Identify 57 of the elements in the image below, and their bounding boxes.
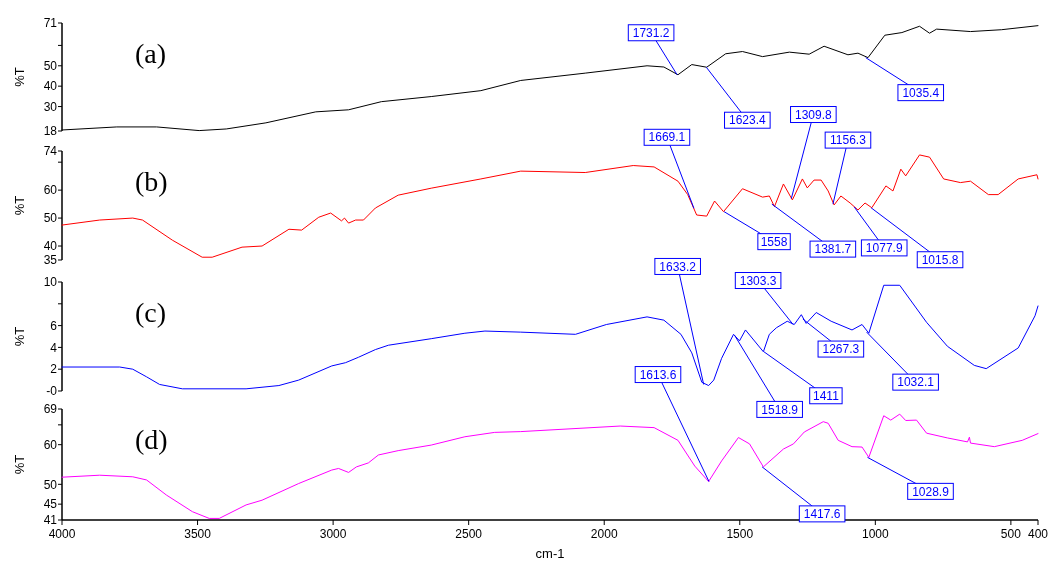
annotation: 1303.3 [739,273,777,288]
x-tick-label: 2000 [590,527,618,541]
x-tick-label: 400 [1027,527,1049,541]
annotation: (c) [135,297,167,328]
y-tick-label: 30 [43,99,58,114]
annotation: 1623.4 [728,113,766,128]
y-tick-label: 69 [43,402,58,417]
y-tick-label: 2 [50,362,58,377]
y-tick-label: 18 [43,124,58,139]
annotation: 1077.9 [865,241,903,256]
y-tick-label: 60 [43,183,58,198]
x-tick-label: 2500 [455,527,483,541]
annotation: 1309.8 [794,107,833,122]
y-tick-label: 35 [43,253,58,268]
y-axis-title: %T [12,326,27,347]
y-tick-label: 6 [50,318,58,333]
annotation: 1417.6 [803,507,841,522]
annotation: 1156.3 [830,133,867,148]
y-axis-title: %T [12,67,27,87]
y-tick-label: 4 [50,340,58,355]
annotation: 1518.9 [761,402,799,417]
annotation: (b) [135,166,168,197]
x-tick-label: 3000 [319,527,347,541]
y-tick-label: 41 [43,513,58,528]
y-tick-label: 71 [43,16,58,31]
annotation: 1267.3 [822,342,860,357]
y-tick-label: -0 [46,384,58,399]
y-tick-label: 50 [43,211,58,226]
annotation: 1558 [760,234,788,249]
y-tick-label: 74 [43,144,58,159]
annotation: 1669.1 [648,130,686,145]
y-tick-label: 40 [43,79,58,94]
x-tick-label: 1500 [726,527,754,541]
annotation: (d) [135,424,168,455]
y-axis-title: %T [12,195,27,216]
annotation: (a) [135,38,167,69]
annotation: 1015.8 [921,252,959,267]
y-tick-label: 10 [43,275,58,290]
annotation: 1381.7 [814,242,852,257]
y-axis-title: %T [12,454,27,475]
annotation: 1028.9 [912,484,950,499]
annotation: 1613.6 [639,367,677,382]
x-axis-title: cm-1 [535,546,565,561]
annotation: 1032.1 [897,375,935,390]
annotation: 1035.4 [902,85,940,100]
x-tick-label: 3500 [184,527,212,541]
x-tick-label: 4000 [48,527,76,541]
y-tick-label: 40 [43,239,58,254]
y-tick-label: 45 [43,497,58,512]
annotation: 1411 [813,388,840,403]
annotation: 1731.2 [632,25,670,40]
y-tick-label: 50 [43,477,58,492]
y-tick-label: 60 [43,437,58,452]
x-tick-label: 1000 [861,527,889,541]
x-tick-label: 500 [1000,527,1022,541]
annotation: 1633.2 [659,259,697,274]
y-tick-label: 50 [43,58,58,73]
